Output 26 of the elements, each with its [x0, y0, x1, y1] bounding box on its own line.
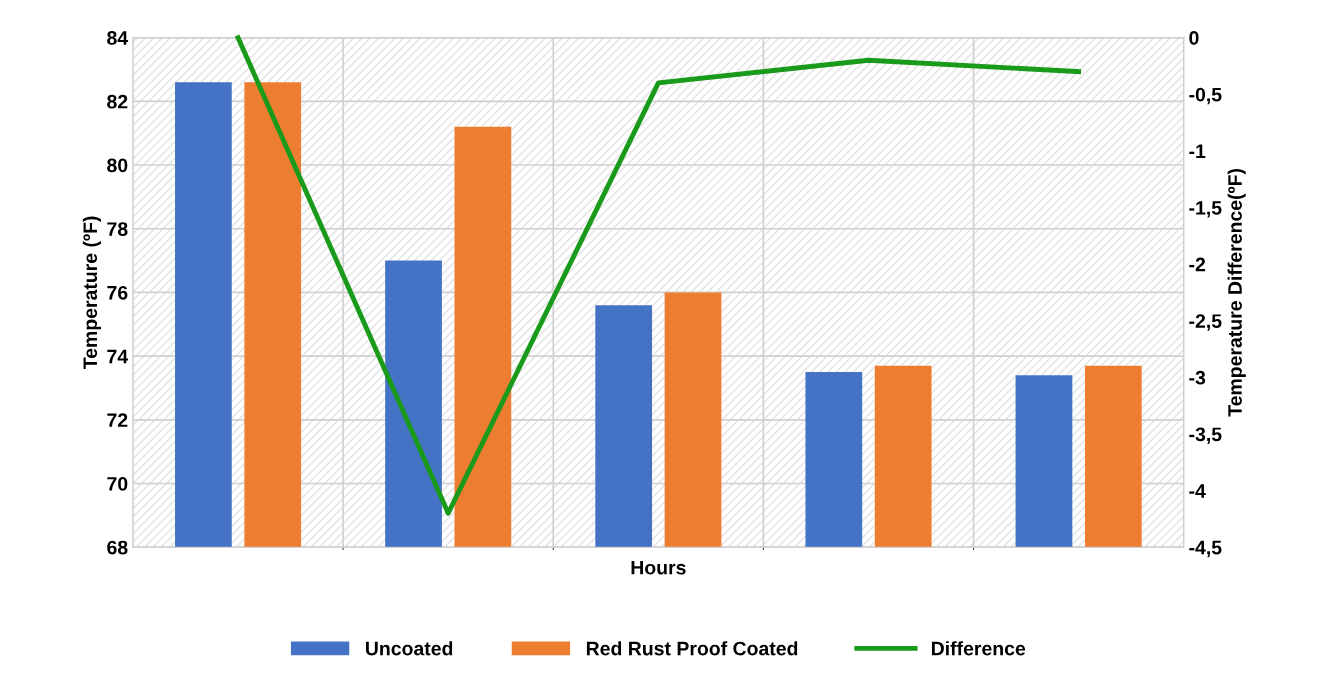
y2-tick-label: -2,5 — [1189, 314, 1222, 331]
y2-axis-title: Temperature Difference(ºF) — [1227, 168, 1246, 417]
y-tick-label: 82 — [107, 94, 128, 109]
y2-tick-label: -2 — [1189, 257, 1206, 272]
y-tick-label: 78 — [107, 222, 128, 236]
y-tick-label: 70 — [107, 476, 128, 491]
y2-tick-label: -0,5 — [1189, 87, 1222, 105]
y-axis-title: Temperature (ºF) — [82, 216, 101, 370]
y-tick-label: 84 — [107, 31, 129, 45]
y2-tick-label: -1,5 — [1189, 201, 1222, 218]
x-axis-title: Hours — [631, 560, 686, 575]
y2-tick-label: -4 — [1189, 484, 1206, 498]
line-series — [235, 35, 1082, 516]
y-tick-label: 76 — [107, 285, 128, 300]
legend-label: Red Rust Proof Coated — [586, 641, 798, 656]
y2-tick-label: -4,5 — [1189, 540, 1222, 558]
y2-tick-label: 0 — [1189, 31, 1199, 45]
y2-tick-label: -3,5 — [1189, 427, 1222, 445]
y2-tick-label: -1 — [1189, 144, 1206, 158]
y-tick-label: 72 — [107, 413, 128, 427]
y-tick-label: 74 — [107, 349, 129, 364]
legend-label: Difference — [931, 641, 1026, 656]
y-tick-label: 80 — [107, 158, 128, 173]
legend-label: Uncoated — [366, 641, 453, 656]
y-tick-label: 68 — [107, 540, 128, 555]
y2-tick-label: -3 — [1189, 370, 1206, 385]
